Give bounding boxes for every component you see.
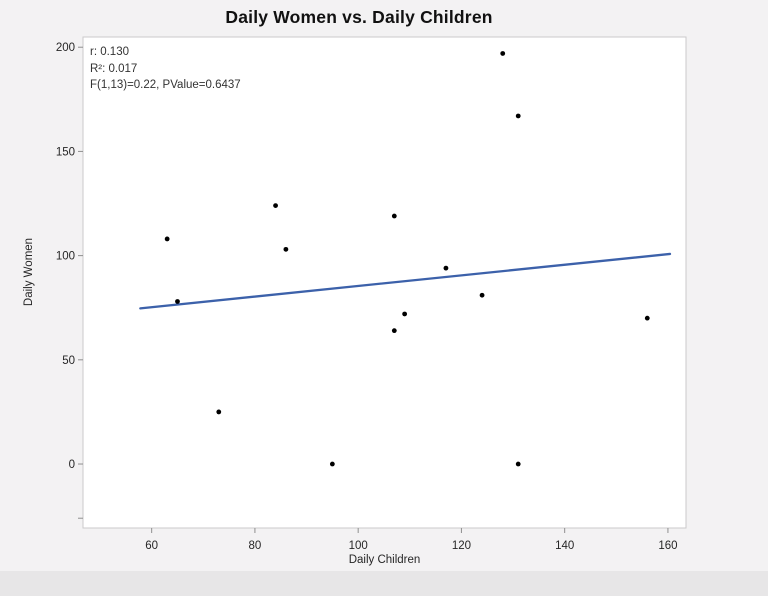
page-bottom-band — [0, 571, 768, 596]
data-point — [500, 51, 506, 56]
regression-line — [139, 252, 672, 310]
stat-r-squared: R²: 0.017 — [90, 62, 138, 75]
y-tick-label: 50 — [62, 355, 75, 367]
y-tick-label: 200 — [56, 42, 75, 54]
data-point — [273, 203, 278, 208]
y-tick-label: 150 — [56, 146, 75, 158]
data-point — [515, 461, 521, 467]
x-axis-label: Daily Children — [348, 554, 421, 566]
x-tick-label: 160 — [658, 540, 677, 552]
x-tick-label: 60 — [145, 540, 158, 552]
chart-title: Daily Women vs. Daily Children — [225, 7, 493, 27]
x-tick-label: 140 — [555, 540, 574, 552]
y-tick-label: 0 — [69, 459, 75, 471]
y-tick-label: 100 — [56, 251, 75, 263]
stat-f-pvalue: F(1,13)=0.22, PValue=0.6437 — [90, 79, 241, 91]
data-point — [283, 246, 289, 252]
x-tick-label: 120 — [452, 540, 471, 552]
data-point — [443, 265, 449, 271]
data-point — [391, 328, 397, 334]
data-point — [175, 299, 180, 304]
x-tick-label: 100 — [349, 540, 368, 552]
data-point — [391, 213, 397, 219]
data-point — [329, 461, 335, 467]
data-point — [164, 236, 170, 242]
data-point — [644, 315, 650, 321]
data-point — [515, 113, 521, 119]
y-axis-label: Daily Women — [23, 237, 35, 307]
stat-r: r: 0.130 — [90, 46, 129, 58]
data-point — [216, 409, 222, 415]
x-tick-label: 80 — [249, 540, 262, 552]
data-point — [402, 311, 408, 317]
data-point — [479, 292, 485, 298]
stats-annotation: r: 0.130 R²: 0.017 F(1,13)=0.22, PValue=… — [90, 44, 241, 94]
